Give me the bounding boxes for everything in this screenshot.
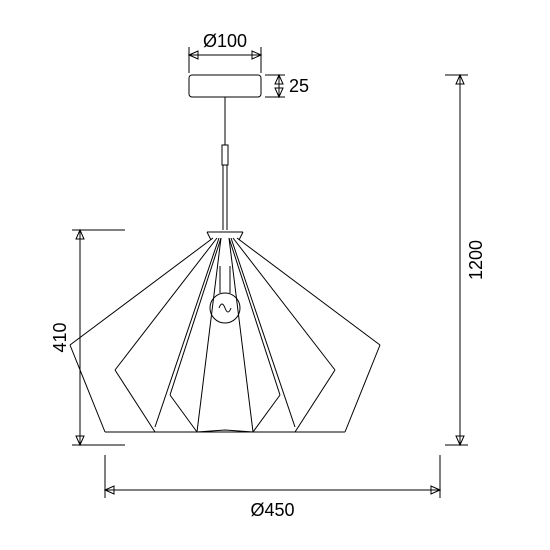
width-label: Ø450 <box>250 500 294 520</box>
shade-height-label: 410 <box>50 322 70 352</box>
total-height-label: 1200 <box>466 240 486 280</box>
canopy-height-label: 25 <box>289 76 309 96</box>
dimension-drawing: Ø100 25 1200 410 Ø450 <box>0 0 550 550</box>
canopy-dia-label: Ø100 <box>203 31 247 51</box>
